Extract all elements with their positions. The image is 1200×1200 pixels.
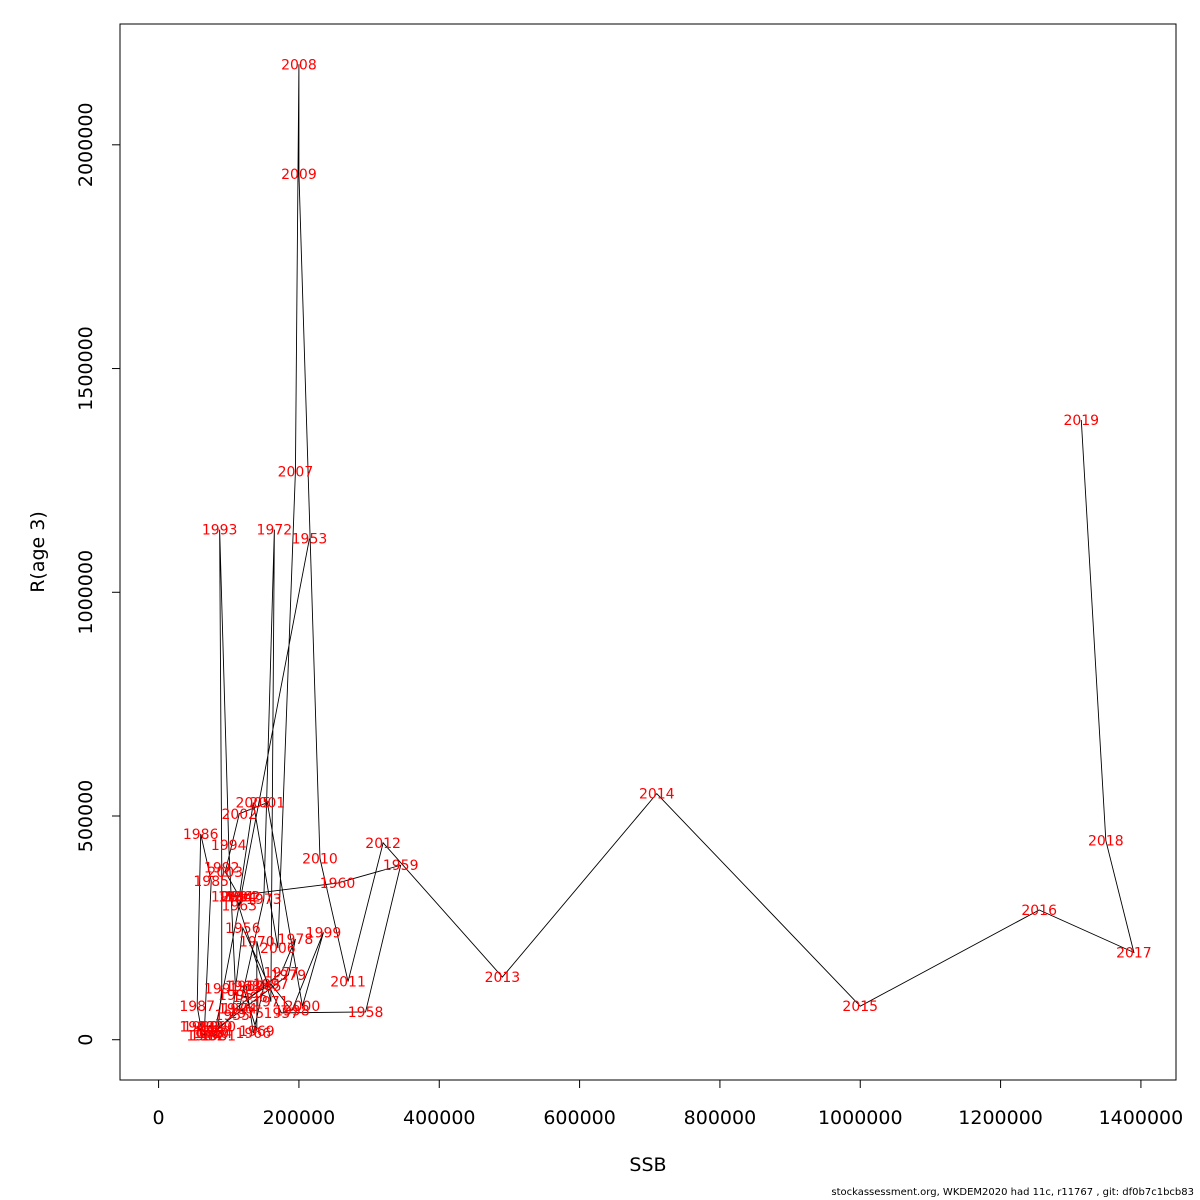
year-label-2012: 2012 xyxy=(365,836,401,852)
year-label-1982: 1982 xyxy=(190,1028,226,1044)
year-label-1992: 1992 xyxy=(204,860,240,876)
year-label-1998: 1998 xyxy=(274,1004,310,1020)
year-label-1964: 1964 xyxy=(218,890,254,906)
year-label-2017: 2017 xyxy=(1116,945,1152,961)
year-label-1963: 1963 xyxy=(221,898,257,914)
year-label-1972: 1972 xyxy=(257,523,293,539)
year-label-2011: 2011 xyxy=(330,975,366,991)
year-label-1956: 1956 xyxy=(225,921,261,937)
y-axis-label: R(age 3) xyxy=(27,511,49,593)
year-label-1996: 1996 xyxy=(232,990,268,1006)
year-label-2006: 2006 xyxy=(260,941,296,957)
year-label-1954: 1954 xyxy=(197,1026,233,1042)
year-label-1990: 1990 xyxy=(200,1019,236,1035)
x-axis: 0 200000 400000 600000 800000 1000000 1200000 1… xyxy=(153,1079,1184,1129)
year-label-2010: 2010 xyxy=(302,852,338,868)
year-label-1986: 1986 xyxy=(183,827,219,843)
year-label-1994: 1994 xyxy=(211,838,247,854)
year-label-1997: 1997 xyxy=(253,977,289,993)
year-label-1966: 1966 xyxy=(235,1026,271,1042)
year-label-1968: 1968 xyxy=(225,979,261,995)
year-label-2007: 2007 xyxy=(278,464,314,480)
year-label-1973: 1973 xyxy=(246,892,282,908)
y-tick-label: 2000000 xyxy=(75,103,97,188)
year-label-1958: 1958 xyxy=(348,1005,384,1021)
year-label-1969: 1969 xyxy=(239,1024,275,1040)
year-label-2004: 2004 xyxy=(221,890,257,906)
footer-credit: stockassessment.org, WKDEM2020 had 11c, … xyxy=(831,1187,1194,1198)
year-label-1981: 1981 xyxy=(200,1028,236,1044)
year-label-1995: 1995 xyxy=(218,988,254,1004)
year-label-1955: 1955 xyxy=(214,1008,250,1024)
year-label-1953: 1953 xyxy=(292,532,328,548)
year-label-1991: 1991 xyxy=(204,981,240,997)
x-tick-label: 400000 xyxy=(403,1107,476,1129)
year-label-1957: 1957 xyxy=(264,1006,300,1022)
y-tick-label: 1500000 xyxy=(75,326,97,411)
year-label-1978: 1978 xyxy=(278,932,314,948)
year-label-1980: 1980 xyxy=(193,1026,229,1042)
x-axis-label: SSB xyxy=(629,1154,666,1176)
x-tick-label: 200000 xyxy=(263,1107,336,1129)
year-label-1976: 1976 xyxy=(218,1001,254,1017)
x-tick-label: 1000000 xyxy=(818,1107,903,1129)
year-label-1985: 1985 xyxy=(193,874,229,890)
year-label-2014: 2014 xyxy=(639,787,675,803)
year-label-1961: 1961 xyxy=(211,890,247,906)
x-tick-label: 800000 xyxy=(684,1107,757,1129)
year-label-1971: 1971 xyxy=(253,995,289,1011)
year-label-2009: 2009 xyxy=(281,167,317,183)
year-label-1967: 1967 xyxy=(228,979,264,995)
year-label-2001: 2001 xyxy=(250,796,286,812)
year-label-1962: 1962 xyxy=(225,890,261,906)
sr-trajectory-line xyxy=(196,64,1135,1037)
year-label-2000: 2000 xyxy=(285,999,321,1015)
point-labels: 1953 1954 1955 1956 1957 1958 1959 1960 19611962… xyxy=(179,57,1151,1044)
year-label-2008: 2008 xyxy=(281,57,317,73)
x-tick-label: 1200000 xyxy=(958,1107,1043,1129)
year-label-1988: 1988 xyxy=(183,1019,219,1035)
series-path xyxy=(196,64,1135,1037)
year-label-1975: 1975 xyxy=(228,1006,264,1022)
year-label-1977: 1977 xyxy=(264,966,300,982)
year-label-1970: 1970 xyxy=(239,934,275,950)
x-tick-label: 600000 xyxy=(543,1107,616,1129)
year-label-2015: 2015 xyxy=(842,999,878,1015)
x-tick-label: 0 xyxy=(153,1107,165,1129)
year-label-1974: 1974 xyxy=(221,1001,257,1017)
year-label-1983: 1983 xyxy=(179,1019,215,1035)
year-label-1984: 1984 xyxy=(186,1028,222,1044)
y-tick-label: 1000000 xyxy=(75,550,97,635)
year-label-2002: 2002 xyxy=(221,807,257,823)
x-tick-label: 1400000 xyxy=(1099,1107,1184,1129)
year-label-1993: 1993 xyxy=(202,523,238,539)
year-label-2016: 2016 xyxy=(1021,903,1057,919)
year-label-1979: 1979 xyxy=(271,968,307,984)
year-label-2013: 2013 xyxy=(485,970,521,986)
y-tick-label: 0 xyxy=(75,1034,97,1046)
year-label-1960: 1960 xyxy=(320,876,356,892)
year-label-2003: 2003 xyxy=(207,865,243,881)
year-label-1987: 1987 xyxy=(179,999,215,1015)
year-label-1989: 1989 xyxy=(197,1019,233,1035)
y-tick-label: 500000 xyxy=(75,780,97,853)
year-label-1965: 1965 xyxy=(246,979,282,995)
year-label-2005: 2005 xyxy=(235,796,271,812)
year-label-1959: 1959 xyxy=(383,858,419,874)
year-label-1999: 1999 xyxy=(306,925,342,941)
y-axis: 0 500000 1000000 1500000 2000000 xyxy=(75,103,121,1046)
year-label-2019: 2019 xyxy=(1063,413,1099,429)
year-label-2018: 2018 xyxy=(1088,834,1124,850)
